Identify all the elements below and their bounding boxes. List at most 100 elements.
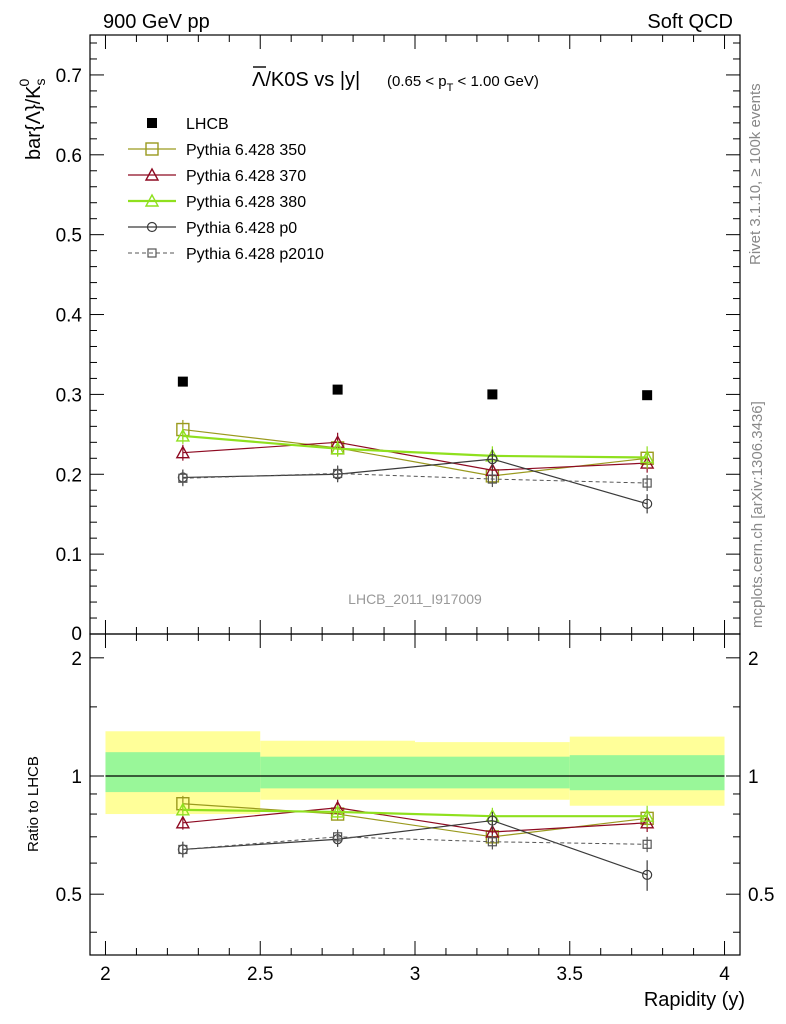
- legend-label: Pythia 6.428 p0: [186, 220, 297, 237]
- main-title: Λ/K0S vs |y| (0.65 < pT < 1.00 GeV): [252, 66, 539, 94]
- legend-item-data: LHCB: [147, 116, 229, 133]
- ratio-ytick-label: 2: [71, 649, 82, 670]
- marker-p380: [175, 802, 191, 816]
- legend-item-p370: Pythia 6.428 370: [128, 167, 306, 185]
- marker-p2010: [487, 837, 497, 847]
- marker-p380: [330, 441, 345, 455]
- title-range-end: < 1.00 GeV): [453, 73, 538, 90]
- marker-p0: [642, 498, 653, 509]
- title-range-sub: T: [447, 82, 454, 94]
- xtick-label: 2: [100, 964, 111, 985]
- rivet-label: Rivet 3.1.10, ≥ 100k events: [747, 83, 764, 265]
- ylabel-sup: 0: [16, 78, 32, 86]
- watermark: LHCB_2011_I917009: [348, 591, 482, 607]
- series-p0: [177, 811, 653, 891]
- ytick-label: 0.7: [56, 66, 82, 87]
- header-left: 900 GeV pp: [103, 11, 210, 33]
- ytick-label: 0.4: [56, 306, 83, 327]
- series-line-p2010: [182, 836, 648, 850]
- marker-p2010: [333, 832, 343, 842]
- main-ylabel: bar{Λ}/Ks0: [16, 78, 48, 160]
- legend-label: Pythia 6.428 350: [186, 142, 306, 159]
- legend: LHCB Pythia 6.428 350 Pythia 6.428 370 Pyth…: [128, 116, 324, 263]
- title-range: (0.65 < pT < 1.00 GeV): [387, 73, 539, 94]
- legend-label: Pythia 6.428 370: [186, 168, 306, 185]
- ratio-ylabel: Ratio to LHCB: [25, 756, 42, 852]
- error-band-inner: [415, 756, 570, 789]
- marker-p370: [639, 815, 655, 829]
- marker-p2010: [178, 844, 188, 855]
- ratio-ytick-label-right: 2: [748, 649, 759, 670]
- legend-item-p350: Pythia 6.428 350: [128, 142, 306, 159]
- legend-label: LHCB: [186, 116, 229, 133]
- ylabel-sub: s: [32, 78, 48, 85]
- series-line-p2010: [182, 472, 648, 484]
- marker-data: [487, 389, 498, 400]
- main-title-text: Λ/K0S vs |y|: [252, 69, 360, 91]
- ytick-label-zero: 0: [71, 624, 82, 645]
- marker-p380: [639, 808, 655, 822]
- marker-data: [147, 118, 157, 128]
- xtick-label: 4: [719, 964, 730, 985]
- ratio-ytick-label-right: 1: [748, 767, 759, 788]
- marker-p380: [330, 804, 345, 818]
- xtick-label: 2.5: [247, 964, 273, 985]
- marker-p2010: [487, 474, 497, 484]
- mcplots-label: mcplots.cern.ch [arXiv:1306.3436]: [749, 401, 766, 628]
- marker-data: [332, 384, 343, 395]
- marker-p0: [642, 869, 653, 880]
- title-rest: /K0S vs |y|: [265, 69, 360, 91]
- xtick-label: 3.5: [557, 964, 583, 985]
- ratio-panel: 0.5 0.5 1 1 2 2 2 2.5 3 3.5 4: [56, 633, 774, 985]
- marker-p370: [144, 167, 160, 181]
- ytick-label: 0.1: [56, 545, 82, 566]
- ytick-label: 0.6: [56, 146, 82, 167]
- marker-p350: [145, 142, 159, 156]
- svg-text:bar{Λ}/Ks0: bar{Λ}/Ks0: [16, 78, 48, 160]
- error-band-inner: [105, 752, 261, 793]
- marker-p2010: [178, 473, 188, 483]
- title-lambda: Λ: [252, 69, 266, 91]
- marker-p370: [175, 445, 191, 459]
- ytick-label: 0.2: [56, 465, 82, 486]
- x-axis-label: Rapidity (y): [644, 989, 745, 1011]
- series-p2010: [178, 829, 652, 858]
- xtick-label: 3: [410, 964, 421, 985]
- marker-p0: [487, 815, 498, 826]
- marker-p2010: [642, 839, 652, 849]
- ratio-ytick-label: 1: [71, 767, 82, 788]
- ytick-label: 0.3: [56, 385, 82, 406]
- marker-p370: [175, 815, 191, 829]
- marker-p380: [639, 450, 655, 464]
- ytick-label: 0.5: [56, 226, 82, 247]
- legend-label: Pythia 6.428 380: [186, 194, 306, 211]
- marker-p380: [144, 193, 160, 207]
- series-line-p380: [182, 434, 648, 459]
- error-band-inner: [260, 756, 415, 789]
- ylabel-text: bar{Λ}/K: [23, 85, 45, 160]
- marker-p380: [175, 428, 191, 442]
- legend-item-p380: Pythia 6.428 380: [128, 193, 306, 211]
- series-line-p370: [182, 441, 648, 471]
- series-line-p380: [182, 808, 648, 818]
- marker-data: [177, 376, 188, 387]
- marker-data: [642, 390, 653, 401]
- marker-p2010: [642, 478, 652, 488]
- marker-p2010: [333, 468, 343, 479]
- legend-item-p0: Pythia 6.428 p0: [128, 220, 297, 237]
- header-right: Soft QCD: [647, 11, 733, 33]
- legend-label: Pythia 6.428 p2010: [186, 246, 324, 263]
- marker-p2010: [147, 248, 157, 258]
- ratio-ytick-label: 0.5: [56, 885, 82, 906]
- series-line-p0: [182, 819, 648, 876]
- marker-p0: [487, 453, 498, 465]
- series-data: [177, 376, 653, 401]
- series-p2010: [178, 465, 652, 492]
- ratio-ytick-label-right: 0.5: [748, 885, 774, 906]
- main-panel: 0.1 0.2 0.3 0.4 0.5 0.6 0.7 0 LHCB Pythia 6.428 3…: [56, 34, 741, 645]
- series-line-p370: [182, 807, 648, 833]
- marker-p0: [146, 221, 158, 233]
- error-band-inner: [569, 755, 725, 791]
- legend-item-p2010: Pythia 6.428 p2010: [128, 246, 324, 263]
